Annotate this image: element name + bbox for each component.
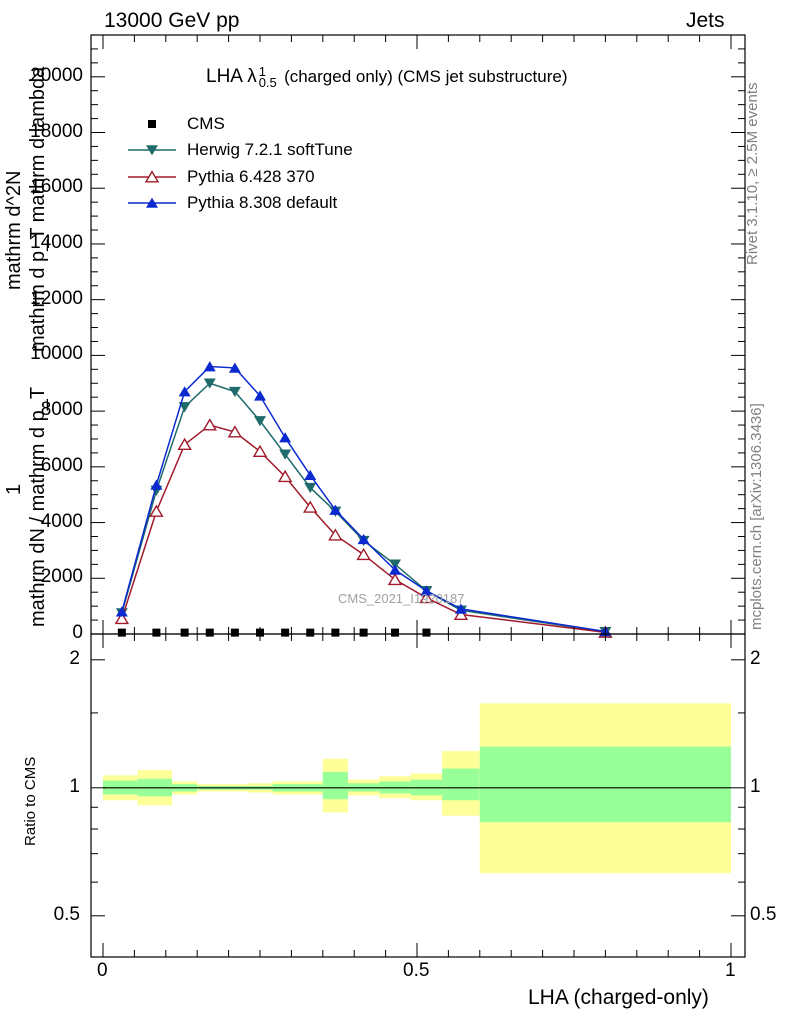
- series-0-point-7: [306, 628, 315, 637]
- series-3-point-8: [329, 504, 342, 515]
- header-energy-label: 13000 GeV pp: [104, 9, 240, 32]
- series-2-point-3: [202, 418, 217, 431]
- main-y-tick-label: 2000: [40, 566, 83, 588]
- main-y-tick-label: 10000: [30, 343, 83, 365]
- main-y-tick-label: 6000: [40, 454, 83, 476]
- series-3: [115, 361, 612, 637]
- analysis-watermark: CMS_2021_I1920187: [338, 591, 465, 606]
- series-3-point-5: [254, 390, 266, 401]
- plot-frames: [90, 34, 746, 958]
- series-0: [117, 628, 431, 637]
- y-label-fraction-bottom: mathrm dN / mathrm d p_T: [27, 386, 49, 627]
- series-0-point-6: [281, 628, 290, 637]
- series-3-point-2: [178, 386, 191, 397]
- main-y-tick-label: 8000: [40, 399, 83, 421]
- series-2-point-4: [227, 425, 243, 438]
- y-label-fraction-top-b: mathrm d p_T mathrm d lambda: [27, 66, 49, 352]
- series-0-point-10: [391, 628, 400, 637]
- main-y-tick-label: 18000: [30, 120, 83, 142]
- series-3-point-9: [357, 533, 370, 545]
- series-2-point-8: [328, 528, 343, 541]
- series-1-point-7: [304, 482, 317, 494]
- title-sub: 0.5: [258, 75, 277, 90]
- x-tick-label: 0: [97, 960, 108, 981]
- series-0-point-1: [152, 628, 161, 637]
- ratio-y-label: Ratio to CMS: [22, 756, 39, 846]
- series-2-point-6: [277, 469, 293, 483]
- series-2-point-2: [177, 437, 192, 451]
- main-y-tick-label: 14000: [30, 231, 83, 253]
- series-0-point-3: [205, 628, 214, 637]
- title-sup: 1: [258, 64, 266, 79]
- plot-title: LHA λ 1 0.5 (charged only) (CMS jet substr…: [206, 64, 568, 90]
- ratio-band-inner-12: [442, 768, 480, 801]
- main-y-tick-label: 0: [72, 622, 83, 643]
- series-3-point-3: [203, 361, 216, 372]
- series-1-point-6: [279, 449, 292, 460]
- title-rest: (charged only) (CMS jet substructure): [284, 67, 568, 87]
- legend-label-pythia8: Pythia 8.308 default: [187, 193, 338, 212]
- ratio-y-tick-label-left: 2: [69, 647, 80, 669]
- x-axis-label: LHA (charged-only): [528, 986, 709, 1009]
- legend-marker-1: [146, 145, 158, 156]
- legend-marker-3: [146, 197, 158, 208]
- series-2-point-9: [356, 547, 371, 561]
- series-0-point-2: [180, 628, 189, 637]
- rivet-info: Rivet 3.1.10, ≥ 2.5M events: [744, 82, 761, 266]
- y-label-fraction-one: 1: [3, 483, 25, 495]
- ratio-band-inner-8: [322, 771, 348, 800]
- series-2-point-7: [303, 500, 318, 513]
- x-tick-label: 0.5: [403, 960, 430, 981]
- series-line-3: [121, 365, 606, 633]
- mcplots-info: mcplots.cern.ch [arXiv:1306.3436]: [748, 403, 765, 630]
- series-2-point-0: [114, 611, 130, 625]
- legend-label-herwig: Herwig 7.2.1 softTune: [187, 140, 353, 159]
- legend-label-cms: CMS: [187, 114, 225, 133]
- y-label-fraction-top-a: mathrm d^2N: [3, 170, 25, 290]
- series-3-point-11: [420, 585, 433, 596]
- series-3-point-12: [454, 603, 467, 614]
- series-0-point-4: [230, 628, 239, 637]
- series-0-point-11: [422, 628, 431, 637]
- series-2-point-12: [453, 607, 469, 620]
- series-3-point-1: [150, 479, 163, 490]
- series-1-point-2: [178, 402, 191, 413]
- legend-marker-2: [144, 170, 160, 183]
- series-3-point-0: [115, 606, 128, 617]
- legend-label-pythia6: Pythia 6.428 370: [187, 167, 315, 186]
- x-tick-label: 1: [725, 960, 736, 981]
- main-y-tick-label: 16000: [30, 176, 83, 198]
- main-y-tick-label: 20000: [30, 64, 83, 86]
- series-2-point-5: [252, 444, 268, 458]
- series-1-point-3: [203, 378, 216, 389]
- series-0-point-8: [331, 628, 340, 637]
- series-3-point-7: [304, 469, 317, 480]
- ratio-panel-frame: [90, 633, 746, 958]
- series-2-point-11: [419, 591, 434, 604]
- axis-ticks: [91, 34, 745, 958]
- ratio-y-tick-label-left: 0.5: [53, 903, 80, 925]
- ratio-y-tick-label-right: 2: [750, 647, 761, 669]
- ratio-y-tick-label-right: 1: [750, 775, 761, 797]
- series-0-point-9: [359, 628, 368, 637]
- ratio-y-tick-label-right: 0.5: [750, 903, 777, 925]
- series-1-point-5: [254, 416, 266, 427]
- series-2-point-1: [149, 504, 164, 517]
- ratio-y-tick-label-left: 1: [69, 775, 80, 797]
- series-3-point-4: [228, 362, 241, 373]
- ratio-band-inner-13: [479, 746, 731, 823]
- series-3-point-6: [279, 432, 292, 443]
- series-0-point-0: [117, 628, 126, 637]
- series-3-point-10: [389, 564, 402, 575]
- main-y-tick-label: 4000: [40, 510, 83, 532]
- main-y-tick-label: 12000: [30, 287, 83, 309]
- legend-marker-0: [148, 120, 156, 128]
- title-main: LHA λ: [206, 66, 257, 88]
- series-2-point-10: [387, 572, 403, 586]
- series-1-point-4: [228, 386, 241, 398]
- header-jets-label: Jets: [686, 9, 725, 32]
- legend: [128, 120, 176, 208]
